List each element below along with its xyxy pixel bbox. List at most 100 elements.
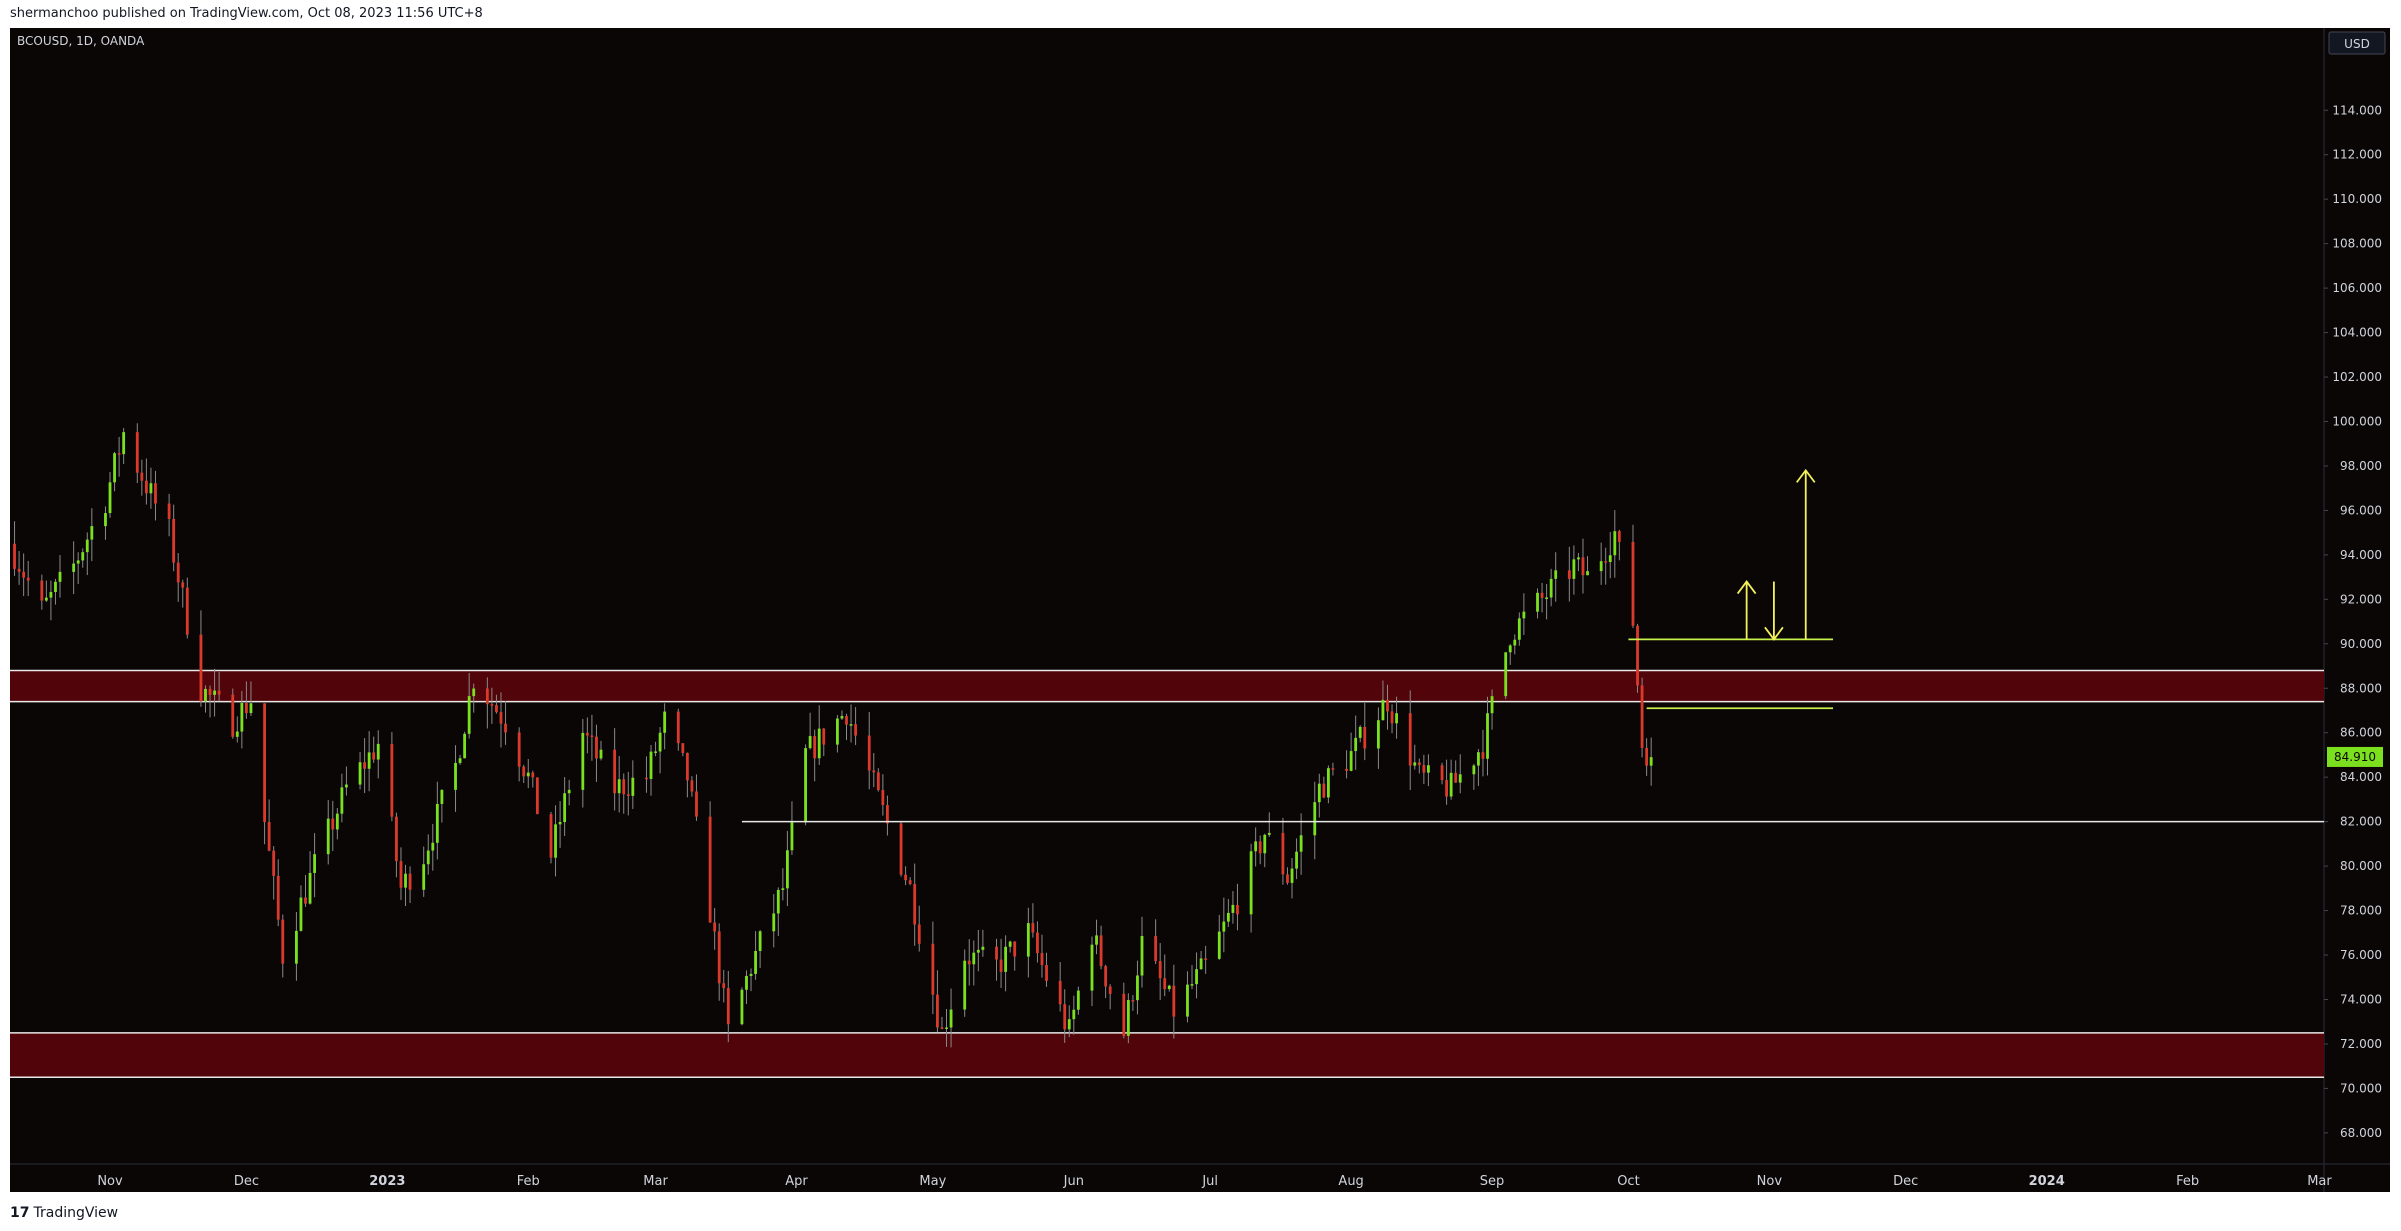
candle-up <box>108 482 112 514</box>
y-tick-label: 94.000 <box>2340 548 2382 562</box>
candle-down <box>813 736 817 759</box>
candle-up <box>1199 958 1203 970</box>
candle-up <box>1477 752 1480 766</box>
candle-up <box>1586 571 1589 576</box>
y-tick-label: 88.000 <box>2340 681 2382 695</box>
candle-up <box>840 716 844 719</box>
candle-up <box>326 818 330 855</box>
candle-up <box>345 784 348 788</box>
candle-up <box>808 736 812 749</box>
candle-up <box>1413 762 1417 766</box>
candle-up <box>563 793 567 823</box>
candle-down <box>395 816 398 862</box>
y-tick-label: 80.000 <box>2340 859 2382 873</box>
candle-down <box>722 983 726 989</box>
y-tick-label: 82.000 <box>2340 815 2382 829</box>
candle-down <box>1122 993 1126 1036</box>
candle-up <box>308 872 312 904</box>
currency-label: USD <box>2344 37 2370 51</box>
candle-up <box>745 975 748 990</box>
candle-up <box>294 930 298 964</box>
candle-down <box>1036 932 1039 954</box>
candle-down <box>1417 762 1421 766</box>
currency-button[interactable]: USD <box>2328 31 2386 55</box>
candle-down <box>199 634 203 702</box>
y-tick-label: 78.000 <box>2340 904 2382 918</box>
candle-down <box>144 480 148 494</box>
candle-up <box>340 787 344 814</box>
candle-down <box>936 994 939 1028</box>
y-tick-label: 90.000 <box>2340 637 2382 651</box>
price-axis-background <box>2324 28 2390 1164</box>
candle-down <box>1363 726 1367 749</box>
candle-down <box>1581 557 1585 576</box>
candle-down <box>1172 985 1176 1017</box>
candle-down <box>1445 780 1448 797</box>
candle-down <box>1422 765 1426 773</box>
candle-down <box>1281 832 1285 875</box>
candle-up <box>1486 713 1489 759</box>
candle-down <box>22 571 26 578</box>
candle-up <box>1226 912 1230 922</box>
candle-up <box>367 752 371 769</box>
candle-down <box>940 1027 944 1029</box>
candle-up <box>76 560 80 564</box>
candle-down <box>1163 978 1167 990</box>
candle-up <box>1354 737 1358 752</box>
candle-up <box>972 952 976 965</box>
x-tick-label: Feb <box>2176 1174 2199 1189</box>
candle-down <box>535 777 539 815</box>
candle-down <box>1454 772 1458 783</box>
candle-down <box>1236 904 1239 915</box>
candle-down <box>1099 935 1103 967</box>
candle-down <box>1604 561 1608 563</box>
candle-up <box>949 1009 953 1028</box>
candle-up <box>1004 946 1008 972</box>
candle-up <box>235 731 239 737</box>
y-tick-label: 76.000 <box>2340 948 2382 962</box>
candle-down <box>908 880 912 884</box>
candle-up <box>335 813 339 830</box>
candle-up <box>1126 1000 1130 1036</box>
resistance-zone <box>10 1032 2324 1078</box>
candle-down <box>1131 1000 1135 1002</box>
candle-down <box>1154 936 1158 962</box>
candle-up <box>1254 841 1258 852</box>
candle-up <box>1649 757 1653 766</box>
candle-up <box>804 748 807 823</box>
candle-down <box>1063 1004 1067 1030</box>
footer-brand[interactable]: 17 TradingView <box>10 1205 118 1221</box>
candle-down <box>135 432 139 473</box>
candle-up <box>1008 941 1012 947</box>
candle-up <box>435 803 439 843</box>
y-tick-label: 110.000 <box>2332 192 2382 206</box>
candle-down <box>872 770 876 773</box>
y-tick-label: 112.000 <box>2332 148 2382 162</box>
candle-up <box>463 733 467 759</box>
candle-up <box>649 751 653 779</box>
candle-up <box>581 732 585 790</box>
candle-up <box>85 539 89 553</box>
candle-down <box>490 704 494 706</box>
candle-down <box>1058 980 1062 1005</box>
candle-down <box>167 503 171 519</box>
candle-down <box>1331 768 1335 770</box>
candle-up <box>81 552 85 561</box>
candle-down <box>1390 711 1394 724</box>
candle-down <box>713 922 717 932</box>
symbol-label: BCOUSD, 1D, OANDA <box>17 34 145 48</box>
candle-down <box>613 749 617 794</box>
candle-up <box>976 949 980 953</box>
candle-up <box>1536 592 1539 612</box>
candle-down <box>645 777 648 780</box>
candle-up <box>376 743 380 760</box>
candle-down <box>626 794 630 796</box>
candle-up <box>313 854 317 873</box>
arrow-up-icon <box>1736 580 1757 595</box>
candle-down <box>595 736 598 759</box>
candle-down <box>822 728 826 745</box>
candle-down <box>1108 986 1112 994</box>
candle-up <box>1599 561 1603 572</box>
candle-down <box>408 873 412 890</box>
